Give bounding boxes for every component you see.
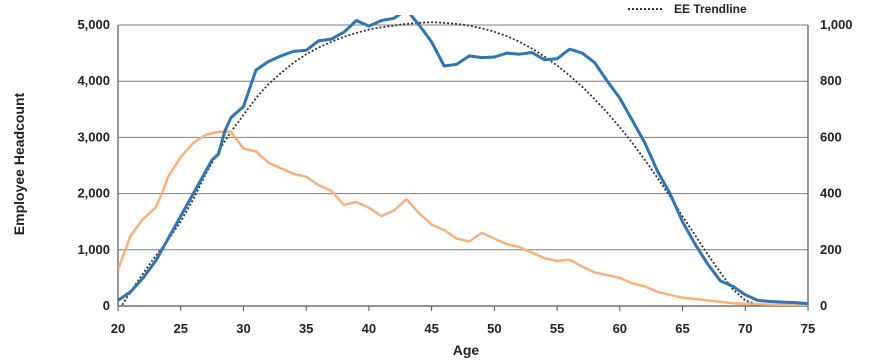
axes [117, 25, 809, 311]
x-tick-label: 75 [801, 321, 815, 336]
y2-tick-label: 600 [820, 129, 842, 144]
x-tick-label: 65 [675, 321, 689, 336]
x-tick-label: 40 [362, 321, 376, 336]
x-tick-label: 20 [111, 321, 125, 336]
y-tick-label: 0 [103, 298, 110, 313]
y-tick-label: 5,000 [77, 17, 110, 32]
y2-tick-label: 400 [820, 186, 842, 201]
x-tick-label: 45 [424, 321, 438, 336]
series-lines [118, 15, 809, 306]
series-line-1 [118, 130, 809, 306]
y2-tick-label: 0 [820, 298, 827, 313]
x-axis-title: Age [453, 342, 480, 358]
legend-trendline-label: EE Trendline [674, 2, 747, 16]
y-tick-label: 3,000 [77, 129, 110, 144]
y-tick-label: 2,000 [77, 186, 110, 201]
x-tick-label: 30 [236, 321, 250, 336]
tick-labels: 0 1,000 2,000 3,000 4,000 5,000 0 200 400 600 800 1… [77, 17, 852, 336]
y2-tick-label: 200 [820, 242, 842, 257]
series-line-0 [118, 15, 809, 306]
x-tick-label: 35 [299, 321, 313, 336]
y-tick-label: 4,000 [77, 73, 110, 88]
y-tick-label: 1,000 [77, 242, 110, 257]
y-axis-title: Employee Headcount [11, 92, 27, 235]
legend: EE Trendline [628, 2, 747, 16]
x-tick-label: 60 [613, 321, 627, 336]
x-tick-label: 70 [738, 321, 752, 336]
series-line-2 [120, 21, 808, 306]
x-tick-label: 50 [487, 321, 501, 336]
y2-tick-label: 800 [820, 73, 842, 88]
y2-tick-label: 1,000 [820, 17, 853, 32]
x-tick-label: 25 [173, 321, 187, 336]
x-tick-label: 55 [550, 321, 564, 336]
